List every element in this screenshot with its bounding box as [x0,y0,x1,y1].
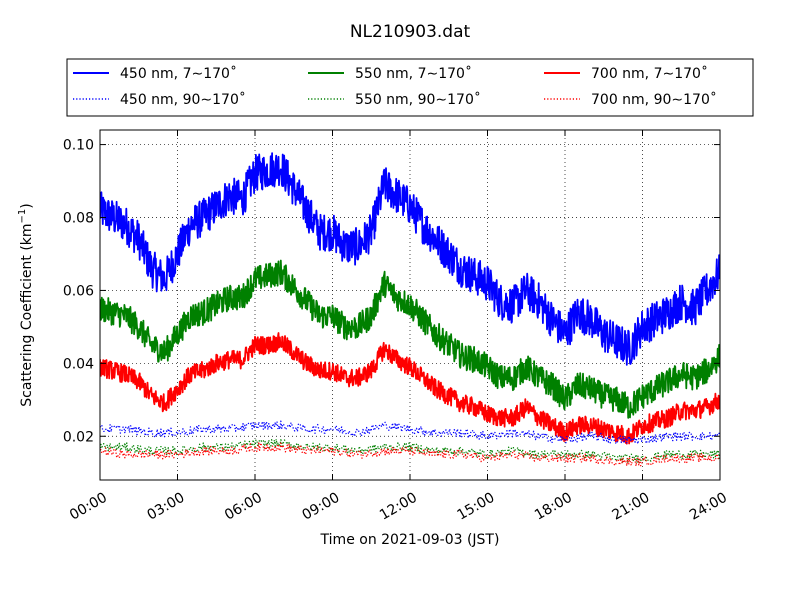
y-tick-label: 0.02 [63,429,94,445]
legend-label-2: 700 nm, 7∼170˚ [591,65,708,82]
plot-area: 00:00 03:00 06:00 09:00 12:00 15:00 18:00 21:00… [63,129,730,524]
x-tick-label: 06:00 [222,490,265,524]
y-tick-label: 0.10 [63,138,94,154]
series-line-1 [100,259,720,419]
x-axis-label: Time on 2021-09-03 (JST) [320,532,500,548]
x-tick-label: 03:00 [145,490,188,524]
legend: 450 nm, 7∼170˚ 450 nm, 90∼170˚ 550 nm, 7∼1… [66,58,754,117]
series-line-2 [100,332,720,445]
x-tick-label: 21:00 [610,490,653,524]
series-line-0 [100,152,720,366]
y-tick-label: 0.08 [63,211,94,227]
x-tick-label: 09:00 [300,490,343,524]
x-tick-label: 12:00 [377,490,420,524]
y-tick-label: 0.06 [63,283,94,299]
y-axis: 0.02 0.04 0.06 0.08 0.10 [63,138,720,445]
legend-label-4: 550 nm, 90∼170˚ [355,91,481,108]
legend-label-3: 450 nm, 90∼170˚ [120,91,246,108]
x-tick-label: 24:00 [687,490,730,524]
x-tick-label: 15:00 [455,490,498,524]
series-group [100,152,720,467]
y-axis-label-end: ) [19,203,35,208]
x-tick-label: 00:00 [67,490,110,524]
y-axis-label-main: Scattering Coefficient (km [19,223,35,406]
x-tick-label: 18:00 [532,490,575,524]
series-line-4 [100,438,720,464]
chart-title: NL210903.dat [350,22,471,42]
legend-label-0: 450 nm, 7∼170˚ [120,65,237,82]
series-line-5 [100,442,720,467]
legend-label-1: 550 nm, 7∼170˚ [355,65,472,82]
legend-label-5: 700 nm, 90∼170˚ [591,91,717,108]
legend-frame [66,58,754,117]
series-line-3 [100,420,720,445]
y-axis-label-sup: −1 [17,209,28,224]
y-axis-label: Scattering Coefficient (km−1) [17,203,35,407]
y-tick-label: 0.04 [63,356,94,372]
